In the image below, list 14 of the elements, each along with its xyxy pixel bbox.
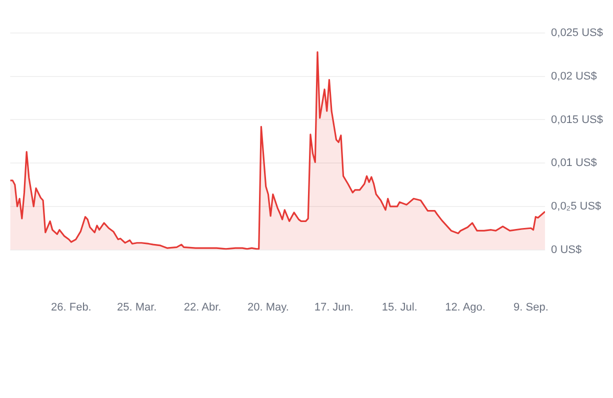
y-tick-label: 0 US$: [551, 244, 582, 256]
y-tick-label: 0,02 US$: [551, 70, 597, 82]
x-tick-label: 26. Feb.: [51, 301, 92, 314]
x-tick-label: 25. Mar.: [116, 301, 157, 314]
y-tick-label: 0,025 US$: [551, 27, 604, 40]
y-tick-label: 0,01 US$: [551, 157, 597, 170]
y-tick-label: 0,015 US$: [551, 114, 604, 126]
y-tick-label: 0,0₂5 US$: [551, 200, 602, 212]
x-tick-label: 15. Jul.: [382, 301, 418, 314]
x-tick-label: 12. Ago.: [445, 301, 486, 314]
x-tick-label: 9. Sep.: [514, 301, 548, 314]
x-tick-label: 17. Jun.: [314, 301, 354, 314]
x-tick-label: 22. Abr.: [184, 301, 222, 314]
x-tick-label: 20. May.: [248, 301, 289, 314]
